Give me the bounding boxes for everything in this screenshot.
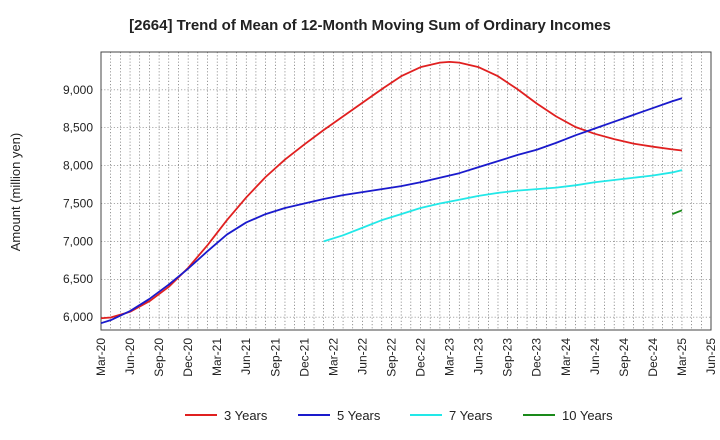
chart-title: [2664] Trend of Mean of 12-Month Moving …	[129, 17, 611, 34]
y-axis-label: Amount (million yen)	[8, 133, 23, 252]
x-tick-label: Mar-20	[94, 338, 108, 376]
legend-item: 7 Years	[410, 408, 493, 423]
x-tick-label: Jun-21	[239, 338, 253, 375]
y-tick-label: 9,000	[63, 83, 93, 97]
x-tick-label: Mar-23	[443, 338, 457, 376]
x-tick-label: Jun-22	[355, 338, 369, 375]
series-line-7-years	[323, 169, 683, 243]
x-tick-label: Sep-22	[384, 338, 398, 377]
x-tick-label: Dec-22	[414, 338, 428, 377]
x-tick-labels: Mar-20 Jun-20 Sep-20 Dec-20 Mar-21 Jun-21 Sep-…	[94, 338, 718, 377]
x-tick-label: Mar-24	[559, 338, 573, 376]
x-tick-label: Sep-21	[268, 338, 282, 377]
legend: 3 Years 5 Years 7 Years 10 Years	[185, 408, 613, 423]
x-tick-label: Mar-25	[675, 338, 689, 376]
x-tick-label: Dec-20	[181, 338, 195, 377]
x-tick-label: Sep-20	[152, 338, 166, 377]
y-tick-labels: 6,000 6,500 7,000 7,500 8,000 8,500 9,000	[63, 83, 93, 324]
y-tick-label: 7,500	[63, 196, 93, 210]
y-tick-label: 6,000	[63, 310, 93, 324]
series-layer	[100, 60, 683, 325]
x-tick-label: Dec-24	[646, 338, 660, 377]
series-line-10-years	[671, 209, 683, 215]
y-tick-label: 8,500	[63, 121, 93, 135]
series-line-5-years	[100, 97, 683, 325]
x-tick-label: Jun-23	[472, 338, 486, 375]
legend-item: 10 Years	[523, 408, 613, 423]
x-tick-label: Jun-20	[123, 338, 137, 375]
x-tick-label: Jun-25	[704, 338, 718, 375]
y-tick-label: 6,500	[63, 272, 93, 286]
x-tick-label: Dec-21	[297, 338, 311, 377]
legend-label: 5 Years	[337, 408, 381, 423]
legend-label: 10 Years	[562, 408, 613, 423]
y-tick-label: 8,000	[63, 159, 93, 173]
y-tick-label: 7,000	[63, 234, 93, 248]
x-tick-label: Jun-24	[588, 338, 602, 375]
x-tick-label: Mar-21	[210, 338, 224, 376]
legend-item: 3 Years	[185, 408, 268, 423]
x-tick-label: Sep-24	[617, 338, 631, 377]
legend-label: 3 Years	[224, 408, 268, 423]
legend-item: 5 Years	[298, 408, 381, 423]
plot-area	[100, 51, 712, 331]
x-tick-label: Sep-23	[501, 338, 515, 377]
grid	[100, 52, 712, 330]
legend-label: 7 Years	[449, 408, 493, 423]
x-tick-label: Dec-23	[530, 338, 544, 377]
x-tick-label: Mar-22	[326, 338, 340, 376]
